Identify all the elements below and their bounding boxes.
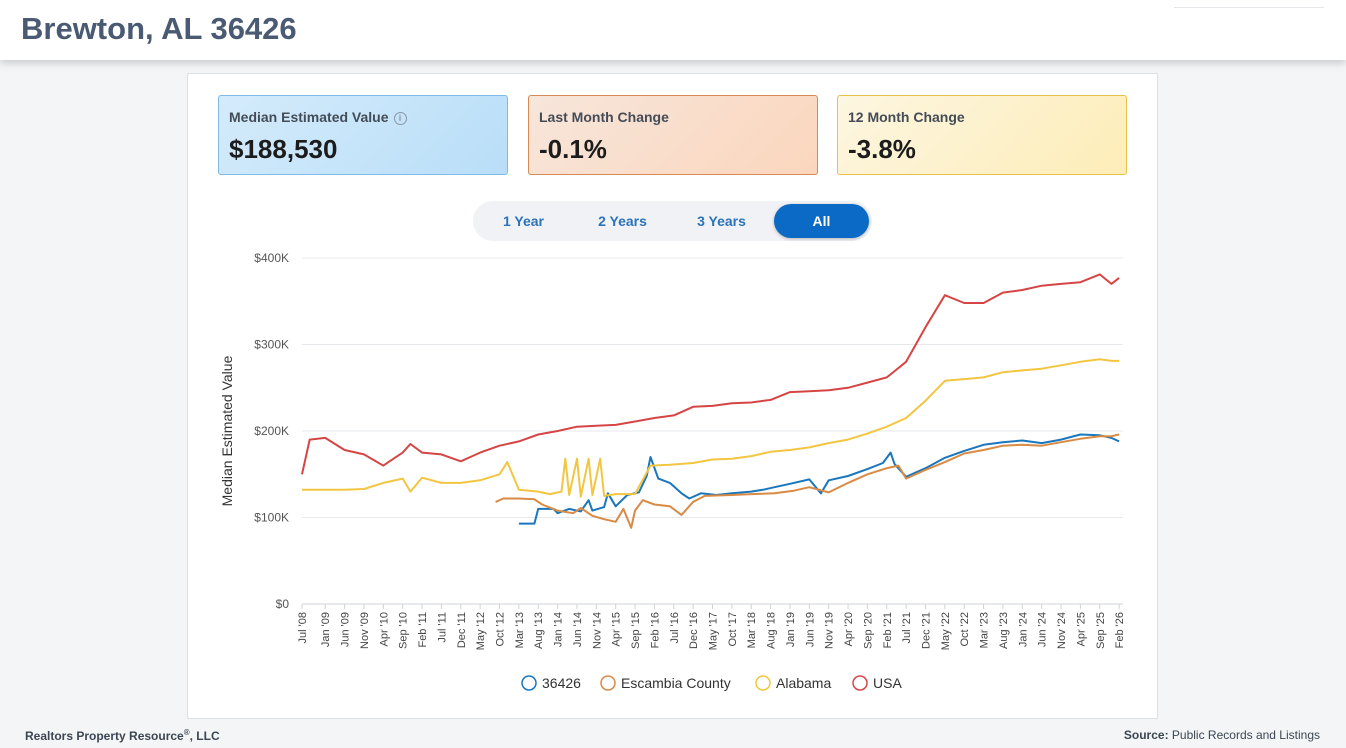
x-tick-label: Jan '14 bbox=[553, 612, 565, 647]
legend-marker-escambia-county[interactable] bbox=[600, 675, 616, 691]
x-tick-label: Jun '14 bbox=[572, 612, 584, 647]
last-month-change-label: Last Month Change bbox=[539, 109, 669, 125]
footer-company-suffix: , LLC bbox=[189, 729, 220, 743]
x-tick-label: Sep '10 bbox=[398, 612, 410, 649]
legend-label-alabama[interactable]: Alabama bbox=[776, 675, 831, 691]
y-tick-label: $300K bbox=[254, 338, 289, 352]
series-line-alabama bbox=[302, 358, 1120, 498]
footer-company-name: Realtors Property Resource bbox=[25, 729, 184, 743]
page-title: Brewton, AL 36426 bbox=[21, 11, 297, 46]
x-tick-label: Jul '16 bbox=[669, 612, 681, 643]
x-tick-label: Aug '23 bbox=[998, 612, 1010, 649]
x-tick-label: Jun '09 bbox=[340, 612, 352, 647]
x-tick-label: Nov '14 bbox=[591, 612, 603, 649]
y-axis-label: Median Estimated Value bbox=[219, 355, 235, 506]
y-tick-label: $100K bbox=[254, 511, 289, 525]
x-tick-label: Apr '10 bbox=[378, 612, 390, 647]
last-month-change-card: Last Month Change -0.1% bbox=[528, 95, 818, 175]
range-tabs: 1 Year 2 Years 3 Years All bbox=[473, 201, 872, 241]
twelve-month-change-label: 12 Month Change bbox=[848, 109, 965, 125]
footer-source-text: Public Records and Listings bbox=[1168, 728, 1320, 742]
info-icon[interactable]: i bbox=[393, 112, 407, 125]
x-tick-label: Apr '20 bbox=[843, 612, 855, 647]
tab-2-years[interactable]: 2 Years bbox=[598, 213, 647, 229]
series-line-usa bbox=[301, 273, 1120, 475]
x-tick-label: Feb '26 bbox=[1114, 612, 1126, 648]
x-tick-label: Oct '17 bbox=[727, 612, 739, 647]
x-tick-label: Jul '11 bbox=[436, 612, 448, 643]
median-value-label-text: Median Estimated Value bbox=[229, 109, 389, 125]
x-tick-label: Jan '09 bbox=[320, 612, 332, 647]
page-header: Brewton, AL 36426 bbox=[0, 0, 1346, 60]
footer-source-label: Source: bbox=[1123, 728, 1169, 742]
x-tick-label: Jun '24 bbox=[1037, 612, 1049, 647]
x-tick-label: May '17 bbox=[708, 612, 720, 650]
x-tick-label: Feb '11 bbox=[417, 612, 429, 648]
x-tick-label: Sep '20 bbox=[862, 612, 874, 649]
x-tick-label: Feb '16 bbox=[649, 612, 661, 648]
y-tick-label: $400K bbox=[254, 251, 289, 265]
x-tick-label: Aug '13 bbox=[533, 612, 545, 649]
x-tick-label: Apr '25 bbox=[1075, 612, 1087, 647]
x-tick-label: Nov '19 bbox=[824, 612, 836, 649]
y-tick-label: $200K bbox=[254, 424, 289, 438]
x-tick-label: Dec '21 bbox=[920, 612, 932, 649]
legend-marker-36426[interactable] bbox=[521, 675, 537, 691]
twelve-month-change-value: -3.8% bbox=[848, 134, 916, 164]
x-tick-label: Jun '19 bbox=[804, 612, 816, 647]
market-panel: Median Estimated Value i $188,530 Last Mo… bbox=[187, 73, 1158, 719]
x-tick-label: Dec '11 bbox=[456, 612, 468, 648]
legend-label-36426[interactable]: 36426 bbox=[542, 675, 581, 691]
tab-all[interactable]: All bbox=[774, 204, 869, 238]
x-tick-label: Apr '15 bbox=[611, 612, 623, 647]
x-tick-label: Sep '15 bbox=[630, 612, 642, 649]
x-tick-label: Mar '23 bbox=[979, 612, 991, 648]
median-value-card: Median Estimated Value i $188,530 bbox=[218, 95, 508, 175]
x-tick-label: May '12 bbox=[475, 612, 487, 650]
x-tick-label: Nov '24 bbox=[1056, 612, 1068, 649]
x-tick-label: Oct '12 bbox=[495, 612, 507, 647]
x-tick-label: Sep '25 bbox=[1095, 612, 1107, 649]
legend-marker-usa[interactable] bbox=[852, 675, 868, 691]
x-tick-label: Jan '24 bbox=[1017, 612, 1029, 647]
x-tick-label: Aug '18 bbox=[766, 612, 778, 649]
twelve-month-change-card: 12 Month Change -3.8% bbox=[837, 95, 1127, 175]
tab-1-year[interactable]: 1 Year bbox=[502, 213, 544, 229]
x-tick-label: May '22 bbox=[940, 612, 952, 650]
x-tick-label: Jul '21 bbox=[901, 612, 913, 643]
legend-label-escambia-county[interactable]: Escambia County bbox=[621, 675, 731, 691]
x-tick-label: Mar '13 bbox=[514, 612, 526, 648]
x-tick-label: Nov '09 bbox=[359, 612, 371, 649]
x-tick-label: Feb '21 bbox=[882, 612, 894, 648]
series-line-36426 bbox=[518, 433, 1120, 525]
registered-mark: ® bbox=[183, 728, 190, 737]
x-tick-label: Jan '19 bbox=[785, 612, 797, 647]
x-tick-label: Oct '22 bbox=[959, 612, 971, 647]
footer-source: Source: Public Records and Listings bbox=[1124, 728, 1320, 742]
median-value-label: Median Estimated Value i bbox=[229, 109, 407, 125]
x-tick-label: Mar '18 bbox=[746, 612, 758, 648]
x-tick-label: Jul '08 bbox=[297, 612, 309, 643]
legend-marker-alabama[interactable] bbox=[755, 675, 771, 691]
header-divider bbox=[1174, 7, 1324, 8]
legend-label-usa[interactable]: USA bbox=[873, 675, 902, 691]
median-value-amount: $188,530 bbox=[229, 134, 338, 164]
series-line-escambia-county bbox=[495, 433, 1120, 529]
last-month-change-value: -0.1% bbox=[539, 134, 607, 164]
footer-company: Realtors Property Resource®, LLC bbox=[25, 728, 220, 743]
y-tick-label: $0 bbox=[276, 597, 290, 611]
x-tick-label: Dec '16 bbox=[688, 612, 700, 649]
tab-3-years[interactable]: 3 Years bbox=[697, 213, 746, 229]
